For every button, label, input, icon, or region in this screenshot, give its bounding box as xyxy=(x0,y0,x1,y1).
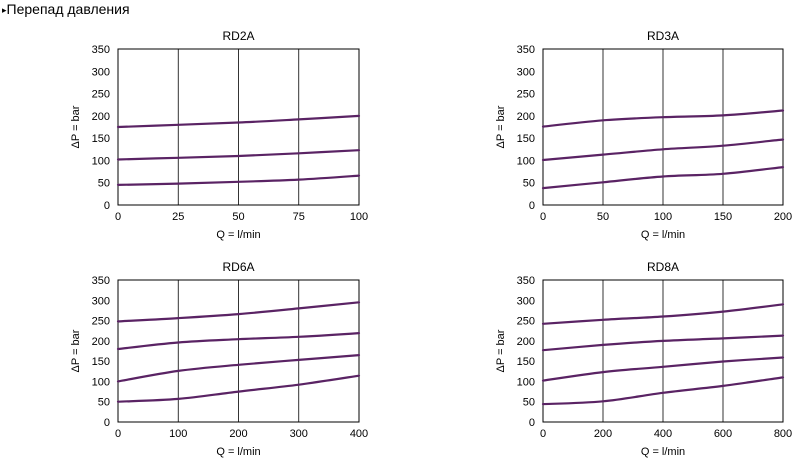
y-tick-label: 0 xyxy=(529,417,535,429)
y-tick-label: 50 xyxy=(98,397,110,409)
y-tick-label: 150 xyxy=(517,356,535,368)
y-tick-label: 50 xyxy=(98,178,110,190)
x-tick-label: 100 xyxy=(169,428,187,440)
y-axis-label: ΔP = bar xyxy=(70,105,82,148)
chart-title: RD2A xyxy=(222,29,254,43)
section-marker: ▸ xyxy=(2,5,7,15)
y-tick-label: 100 xyxy=(517,376,535,388)
y-tick-label: 300 xyxy=(517,66,535,78)
x-tick-label: 800 xyxy=(774,428,792,440)
series-line-3 xyxy=(116,354,361,383)
y-axis-label: ΔP = bar xyxy=(495,329,507,372)
x-tick-label: 50 xyxy=(232,211,244,223)
x-tick-label: 0 xyxy=(540,428,546,440)
y-tick-label: 300 xyxy=(92,295,110,307)
x-axis-label: Q = l/min xyxy=(216,446,260,458)
y-tick-label: 350 xyxy=(517,44,535,56)
chart-rd2a: 0 50 100 150 200 250 300 350 0 25 50 75 100 RD2A Q = l… xyxy=(70,29,368,241)
series-line-4 xyxy=(541,376,785,406)
x-axis-label: Q = l/min xyxy=(216,229,260,241)
y-tick-label: 50 xyxy=(523,178,535,190)
x-axis-label: Q = l/min xyxy=(641,229,685,241)
y-tick-label: 200 xyxy=(92,336,110,348)
y-tick-label: 100 xyxy=(92,376,110,388)
x-tick-label: 400 xyxy=(654,428,672,440)
chart-rd8a: 0 50 100 150 200 250 300 350 0 200 400 600 800 RD8A Q … xyxy=(495,260,792,458)
series-line-4 xyxy=(116,374,361,403)
y-tick-label: 100 xyxy=(517,155,535,167)
x-tick-label: 600 xyxy=(714,428,732,440)
y-tick-label: 300 xyxy=(517,295,535,307)
y-tick-label: 150 xyxy=(517,133,535,145)
x-tick-label: 150 xyxy=(714,211,732,223)
y-tick-label: 150 xyxy=(92,356,110,368)
x-tick-label: 100 xyxy=(654,211,672,223)
series-line-3 xyxy=(116,174,361,186)
chart-title: RD8A xyxy=(647,260,679,274)
chart-rd6a: 0 50 100 150 200 250 300 350 0 100 200 300 400 RD6A Q … xyxy=(70,260,368,458)
series-line-2 xyxy=(541,334,785,352)
series-line-1 xyxy=(541,303,785,325)
y-axis-label: ΔP = bar xyxy=(495,105,507,148)
x-tick-label: 200 xyxy=(774,211,792,223)
series-line-2 xyxy=(116,149,361,161)
y-tick-label: 350 xyxy=(517,275,535,287)
y-tick-label: 0 xyxy=(104,417,110,429)
x-tick-label: 0 xyxy=(540,211,546,223)
y-tick-label: 250 xyxy=(92,316,110,328)
y-tick-label: 200 xyxy=(92,111,110,123)
x-axis-label: Q = l/min xyxy=(641,446,685,458)
y-tick-label: 50 xyxy=(523,397,535,409)
x-tick-label: 100 xyxy=(350,211,368,223)
y-tick-label: 200 xyxy=(517,336,535,348)
y-tick-label: 0 xyxy=(529,200,535,212)
x-tick-label: 200 xyxy=(594,428,612,440)
y-tick-label: 0 xyxy=(104,200,110,212)
y-tick-label: 150 xyxy=(92,133,110,145)
series-line-3 xyxy=(541,166,785,190)
x-tick-label: 200 xyxy=(229,428,247,440)
x-tick-label: 300 xyxy=(290,428,308,440)
y-tick-label: 350 xyxy=(92,44,110,56)
y-tick-label: 300 xyxy=(92,66,110,78)
x-tick-label: 0 xyxy=(115,428,121,440)
series-line-2 xyxy=(116,332,361,351)
series-line-1 xyxy=(116,301,361,323)
x-tick-label: 0 xyxy=(115,211,121,223)
y-tick-label: 250 xyxy=(517,316,535,328)
y-tick-label: 200 xyxy=(517,111,535,123)
section-title-text: Перепад давления xyxy=(6,1,130,17)
y-tick-label: 100 xyxy=(92,155,110,167)
series-line-1 xyxy=(541,109,785,128)
series-line-1 xyxy=(116,114,361,129)
x-tick-label: 400 xyxy=(350,428,368,440)
plot-frame xyxy=(117,279,360,423)
y-tick-label: 250 xyxy=(92,89,110,101)
x-tick-label: 25 xyxy=(172,211,184,223)
chart-title: RD6A xyxy=(222,260,254,274)
y-tick-label: 250 xyxy=(517,89,535,101)
series-line-2 xyxy=(541,138,785,162)
section-title: ▸Перепад давления xyxy=(2,1,130,18)
x-tick-label: 50 xyxy=(597,211,609,223)
series-line-3 xyxy=(541,356,785,382)
y-tick-label: 350 xyxy=(92,275,110,287)
chart-rd3a: 0 50 100 150 200 250 300 350 0 50 100 150 200 RD3A Q =… xyxy=(495,29,792,241)
y-axis-label: ΔP = bar xyxy=(70,329,82,372)
x-tick-label: 75 xyxy=(293,211,305,223)
chart-title: RD3A xyxy=(647,29,679,43)
